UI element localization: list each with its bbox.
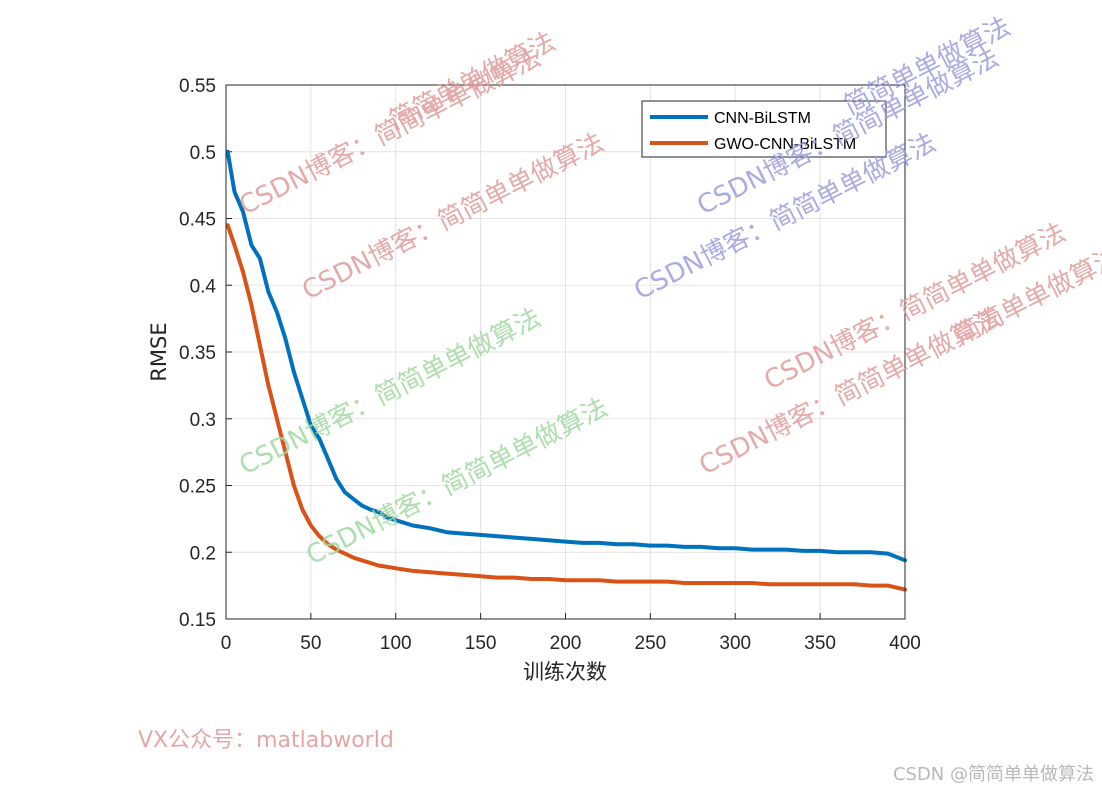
- x-tick-label: 150: [465, 633, 497, 654]
- y-tick-label: 0.35: [179, 343, 216, 364]
- legend-label-cnn-bilstm: CNN-BiLSTM: [714, 110, 811, 127]
- x-tick-label: 350: [804, 633, 836, 654]
- x-axis-label: 训练次数: [523, 660, 607, 684]
- y-tick-label: 0.15: [179, 610, 216, 631]
- y-tick-label: 0.55: [179, 76, 216, 97]
- series-line-gwo-cnn-bilstm: [225, 223, 907, 592]
- x-tick-labels: 0 50 100 150 200 250 300 350 400: [221, 633, 921, 654]
- footer-csdn-credit: CSDN @简简单单做算法: [892, 764, 1094, 785]
- x-tick-label: 100: [380, 633, 412, 654]
- y-axis-label: RMSE: [147, 322, 171, 381]
- x-tick-label: 50: [300, 633, 321, 654]
- series-line-cnn-bilstm: [225, 149, 907, 563]
- y-tick-label: 0.4: [190, 276, 217, 297]
- x-tick-label: 250: [635, 633, 667, 654]
- y-tick-label: 0.25: [179, 477, 216, 498]
- x-tick-label: 300: [719, 633, 751, 654]
- plot-frame: [225, 84, 906, 620]
- legend: CNN-BiLSTM GWO-CNN-BiLSTM: [641, 100, 887, 158]
- y-tick-label: 0.3: [190, 410, 216, 431]
- legend-label-gwo-cnn-bilstm: GWO-CNN-BiLSTM: [714, 136, 856, 153]
- y-tick-label: 0.45: [179, 210, 216, 231]
- x-tick-label: 200: [550, 633, 582, 654]
- y-tick-label: 0.2: [190, 543, 216, 564]
- y-tick-label: 0.5: [190, 143, 216, 164]
- legend-box: [641, 100, 887, 158]
- x-tick-label: 0: [221, 633, 232, 654]
- x-tick-label: 400: [889, 633, 921, 654]
- footer-wechat-note: VX公众号：matlabworld: [138, 728, 394, 753]
- y-tick-labels: 0.15 0.2 0.25 0.3 0.35 0.4 0.45 0.5 0.55: [179, 76, 216, 631]
- series-lines: [225, 149, 907, 592]
